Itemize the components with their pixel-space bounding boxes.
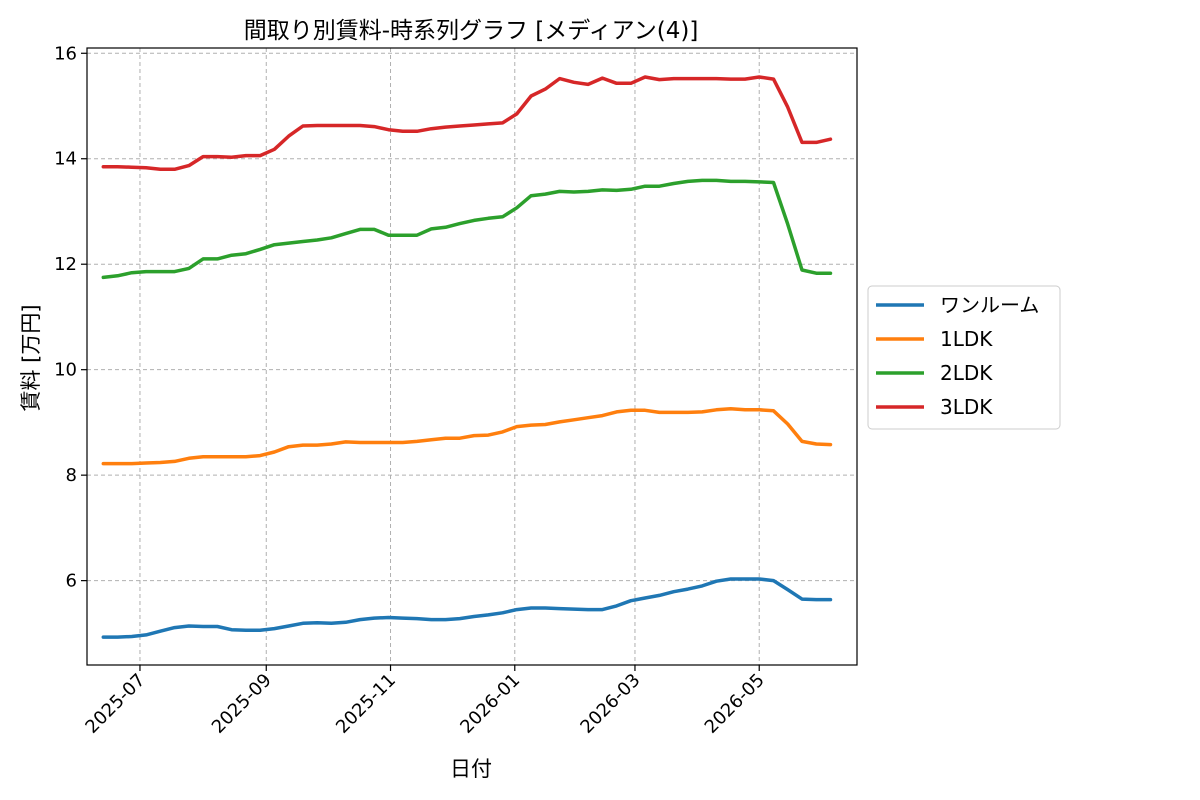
x-tick-label: 2026-05 xyxy=(701,670,769,738)
x-tick-label: 2026-01 xyxy=(456,670,524,738)
legend-frame xyxy=(867,285,1061,430)
y-tick-label: 10 xyxy=(54,360,77,381)
legend-label: 1LDK xyxy=(940,327,993,351)
x-tick-label: 2025-07 xyxy=(81,670,149,738)
y-tick-label: 16 xyxy=(54,43,77,64)
x-axis-title: 日付 xyxy=(450,757,492,781)
y-tick-label: 12 xyxy=(54,254,77,275)
y-axis: 6 8 10 12 14 16 xyxy=(54,43,87,592)
series-line-2 xyxy=(101,178,833,280)
grid xyxy=(87,48,857,665)
series-layer xyxy=(101,75,833,639)
y-tick-label: 6 xyxy=(66,571,77,592)
chart-title: 間取り別賃料-時系列グラフ [メディアン(4)] xyxy=(244,18,699,44)
legend-label: ワンルーム xyxy=(940,293,1039,317)
y-tick-label: 14 xyxy=(54,149,77,170)
series-line-3 xyxy=(101,75,833,172)
series-line-0 xyxy=(101,577,833,639)
y-tick-label: 8 xyxy=(66,465,77,486)
x-tick-label: 2026-03 xyxy=(576,670,644,738)
x-tick-label: 2025-11 xyxy=(332,670,400,738)
series-line-1 xyxy=(101,406,833,466)
legend: ワンルーム 1LDK 2LDK 3LDK xyxy=(867,285,1061,430)
x-axis: 2025-07 2025-09 2025-11 2026-01 2026-03 2026-… xyxy=(81,665,769,738)
plot-frame xyxy=(86,47,858,666)
x-tick-label: 2025-09 xyxy=(208,670,276,738)
legend-label: 2LDK xyxy=(940,361,993,385)
y-axis-title: 賃料 [万円] xyxy=(19,304,43,411)
legend-label: 3LDK xyxy=(940,395,993,419)
